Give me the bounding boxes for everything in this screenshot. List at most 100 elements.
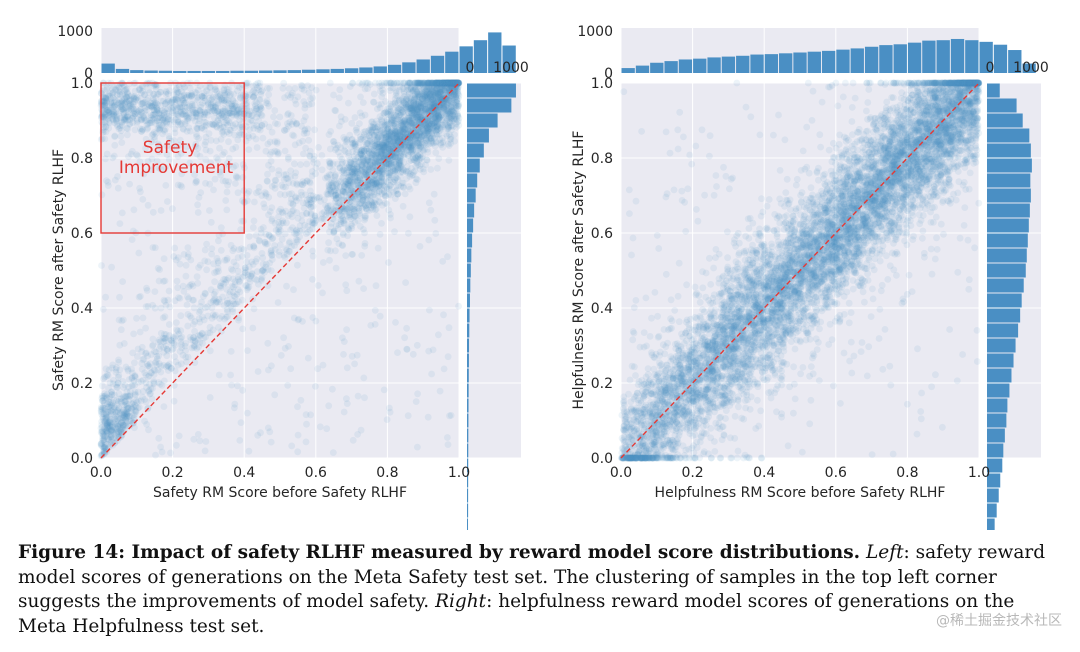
scatter-point xyxy=(149,341,157,349)
scatter-point xyxy=(224,111,232,118)
scatter-point xyxy=(387,191,394,199)
scatter-point xyxy=(311,126,318,134)
scatter-point xyxy=(266,208,274,215)
scatter-point xyxy=(222,197,230,204)
scatter-point xyxy=(213,123,220,130)
scatter-point xyxy=(393,135,400,142)
scatter-point xyxy=(445,118,453,126)
left-chart: 0.0 0.2 0.4 0.6 0.8 1.00.00.20.40.60.81.0 100… xyxy=(51,24,529,530)
scatter-point xyxy=(101,442,109,450)
scatter-point xyxy=(382,98,389,105)
scatter-point xyxy=(416,79,424,87)
scatter-point xyxy=(394,137,402,145)
scatter-point xyxy=(427,166,435,173)
scatter-point xyxy=(360,128,368,136)
right-hist-bar xyxy=(467,518,469,530)
scatter-point xyxy=(438,87,446,95)
scatter-point xyxy=(331,106,339,114)
scatter-point xyxy=(342,188,350,196)
scatter-point xyxy=(169,333,177,341)
scatter-point xyxy=(364,140,371,147)
scatter-point xyxy=(400,101,408,109)
scatter-point xyxy=(153,361,161,369)
scatter-point xyxy=(423,135,431,142)
scatter-point xyxy=(429,127,437,135)
scatter-point xyxy=(438,95,446,103)
scatter-point xyxy=(416,129,424,137)
scatter-point xyxy=(368,163,376,171)
scatter-point xyxy=(195,315,203,323)
scatter-point xyxy=(418,123,425,130)
scatter-point xyxy=(229,145,237,153)
scatter-point xyxy=(430,190,438,198)
scatter-point xyxy=(370,191,378,198)
scatter-point xyxy=(234,189,242,197)
scatter-point xyxy=(446,79,454,87)
scatter-point xyxy=(406,185,414,193)
scatter-point xyxy=(342,148,349,156)
scatter-point xyxy=(361,111,369,119)
scatter-point xyxy=(275,248,283,255)
scatter-point xyxy=(436,86,444,93)
scatter-point xyxy=(445,324,453,332)
scatter-point xyxy=(126,180,133,188)
scatter-point xyxy=(415,128,423,136)
scatter-point xyxy=(439,79,446,87)
scatter-point xyxy=(114,184,122,192)
scatter-point xyxy=(165,287,173,295)
scatter-point xyxy=(397,142,404,150)
scatter-point xyxy=(392,187,400,195)
scatter-point xyxy=(131,87,139,95)
top-hist-bar xyxy=(273,70,287,73)
top-hist-bar xyxy=(359,67,373,73)
scatter-point xyxy=(166,303,174,311)
scatter-point xyxy=(196,115,204,122)
scatter-point xyxy=(403,121,411,128)
scatter-point xyxy=(451,86,458,94)
scatter-point xyxy=(343,326,350,334)
scatter-point xyxy=(385,165,392,173)
scatter-point xyxy=(150,380,158,388)
scatter-point xyxy=(382,152,390,160)
scatter-point xyxy=(367,204,375,212)
scatter-point xyxy=(451,88,459,96)
top-hist-bar xyxy=(259,70,273,73)
top-hist-bar xyxy=(373,66,387,73)
y-tick-label: 0.2 xyxy=(71,376,93,392)
scatter-point xyxy=(266,85,273,92)
scatter-point xyxy=(233,106,241,114)
scatter-point xyxy=(395,161,403,169)
scatter-point xyxy=(408,79,416,87)
scatter-point xyxy=(253,255,261,263)
scatter-point xyxy=(217,247,225,254)
scatter-point xyxy=(389,167,397,175)
scatter-point xyxy=(360,171,368,179)
scatter-point xyxy=(422,161,429,169)
scatter-point xyxy=(417,101,425,108)
scatter-point xyxy=(353,170,361,178)
scatter-point xyxy=(409,140,416,148)
scatter-point xyxy=(98,191,106,199)
top-hist-bar xyxy=(502,45,516,73)
scatter-point xyxy=(345,199,353,207)
scatter-point xyxy=(399,179,407,187)
scatter-point xyxy=(325,131,333,139)
scatter-point xyxy=(393,135,401,143)
scatter-point xyxy=(383,120,391,128)
scatter-point xyxy=(303,129,311,137)
scatter-point xyxy=(308,172,316,180)
scatter-point xyxy=(409,116,417,124)
scatter-point xyxy=(445,156,453,164)
scatter-point xyxy=(445,79,453,87)
scatter-point xyxy=(318,152,326,159)
scatter-point xyxy=(213,268,220,276)
scatter-point xyxy=(359,179,366,187)
scatter-point xyxy=(229,288,237,296)
scatter-point xyxy=(401,334,408,342)
scatter-point xyxy=(344,205,352,213)
scatter-point xyxy=(441,79,448,87)
top-hist-bar xyxy=(115,68,130,73)
scatter-point xyxy=(384,125,391,133)
scatter-point xyxy=(363,145,370,153)
scatter-point xyxy=(447,79,455,87)
